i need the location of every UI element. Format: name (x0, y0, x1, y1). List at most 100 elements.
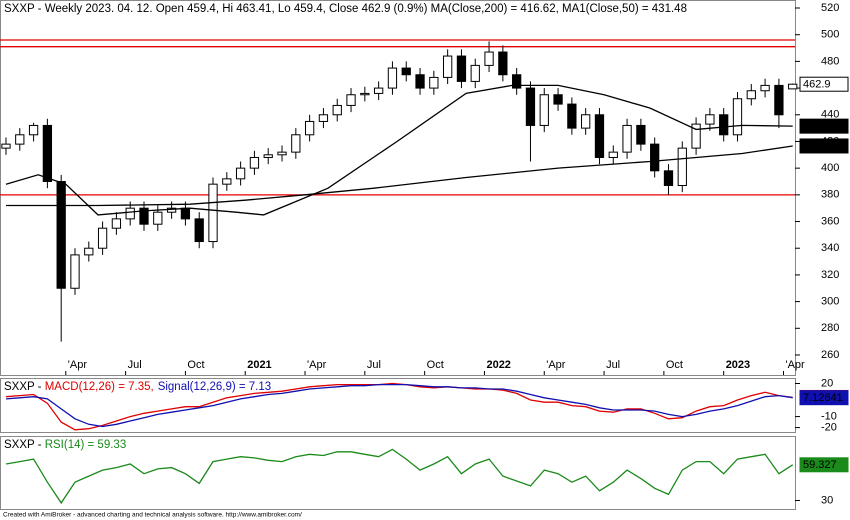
candle-body (650, 143, 660, 172)
y-tick-label: 520 (821, 2, 839, 14)
candle-body (774, 84, 784, 116)
candle-body (15, 134, 25, 145)
x-tick-label: Oct (427, 359, 444, 371)
value-box (799, 76, 849, 92)
value-box (799, 138, 849, 154)
y-tick-label: 380 (821, 189, 839, 201)
panel-frame (0, 0, 796, 376)
candle-body (1, 143, 11, 149)
x-tick-label: 'Apr (546, 359, 566, 371)
candle-body (291, 134, 301, 153)
panel-frame (0, 436, 796, 510)
candle-body (622, 124, 632, 153)
y-tick-label: 440 (821, 109, 839, 121)
candle-body (663, 170, 674, 186)
candle-body (677, 147, 687, 186)
candle-body (456, 55, 467, 82)
y-tick-label: 500 (821, 29, 839, 41)
x-tick-label: 2021 (247, 359, 271, 371)
x-tick-label: 'Apr (68, 359, 88, 371)
candle-body (498, 51, 508, 76)
value-box-label: 431.483 (803, 121, 843, 133)
candle-body (277, 151, 287, 156)
y-tick-label: 320 (821, 269, 839, 281)
x-tick-label: Jul (128, 359, 142, 371)
legend-entry: MACD(12,26) = 7.35, (45, 381, 154, 393)
candle-body (387, 67, 398, 89)
candle-body (166, 207, 177, 213)
candle-body (415, 74, 425, 89)
candle-body (470, 64, 480, 82)
value-box-label: 462.9 (803, 79, 831, 91)
footer: Created with AmiBroker - advanced charti… (3, 512, 302, 519)
candle-body (28, 124, 39, 136)
candle-body (346, 94, 356, 106)
x-tick-label: 2023 (726, 359, 750, 371)
indicator-line (5, 383, 793, 428)
candle-body (111, 218, 122, 229)
candle-body (222, 178, 232, 185)
candle-body (746, 90, 756, 100)
legend-entry: RSI(14) = 59.33 (45, 439, 127, 451)
candle-body (525, 87, 536, 126)
candle-body (70, 254, 80, 289)
candle-body (318, 114, 329, 122)
candle-body (760, 84, 770, 92)
candle-body (42, 124, 53, 182)
y-tick-label: 20 (821, 377, 833, 389)
candle-body (581, 114, 591, 129)
y-tick-label: -20 (821, 421, 837, 433)
candle-body (429, 76, 439, 89)
y-tick-label: 480 (821, 55, 839, 67)
candle-body (608, 151, 618, 158)
candle-body (153, 211, 163, 225)
x-tick-label: Oct (187, 359, 204, 371)
candle-body (539, 94, 549, 126)
y-tick-label: 280 (821, 322, 839, 334)
x-tick-label: Oct (666, 359, 683, 371)
candle-body (84, 247, 94, 256)
candle-body (208, 183, 218, 243)
value-box (799, 390, 849, 406)
y-tick-label: -10 (821, 410, 837, 422)
x-tick-label: Jul (606, 359, 620, 371)
y-tick-label: 260 (821, 349, 839, 361)
candle-body (194, 218, 204, 243)
candle-body (401, 67, 411, 76)
candle-body (304, 120, 315, 136)
candle-body (125, 207, 135, 220)
value-box (799, 118, 849, 134)
candle-body (636, 124, 646, 145)
panel-title-prefix: SXXP - (4, 439, 45, 451)
candle-body (732, 98, 743, 136)
value-box-label: 416.621 (803, 140, 843, 152)
candle-body (443, 55, 453, 78)
panel-frame (0, 378, 796, 433)
y-tick-label: 340 (821, 242, 839, 254)
value-box (799, 457, 849, 473)
candle-body (705, 114, 715, 125)
candle-body (594, 114, 605, 158)
candle-body (360, 92, 370, 96)
candle-body (567, 103, 577, 129)
panel-title: SXXP - MACD(12,26) = 7.35, Signal(12,26,9… (4, 381, 271, 393)
candle-body (512, 74, 522, 89)
candle-body (180, 207, 191, 220)
candle-body (332, 104, 342, 116)
value-box-label: 7.12641 (803, 392, 843, 404)
candle-body (97, 227, 108, 249)
indicator-line (5, 448, 794, 505)
candle-body (553, 94, 563, 105)
moving-average (6, 145, 793, 207)
candle-body (235, 167, 246, 180)
chart-title: SXXP - Weekly 2023. 04. 12. Open 459.4, … (4, 3, 687, 15)
x-tick-label: 2022 (486, 359, 510, 371)
candle-body (56, 180, 66, 289)
candle-body (691, 123, 701, 149)
moving-average (5, 84, 793, 216)
candle-body (788, 83, 798, 90)
y-tick-label: 30 (821, 494, 833, 506)
candle-body (139, 207, 149, 225)
